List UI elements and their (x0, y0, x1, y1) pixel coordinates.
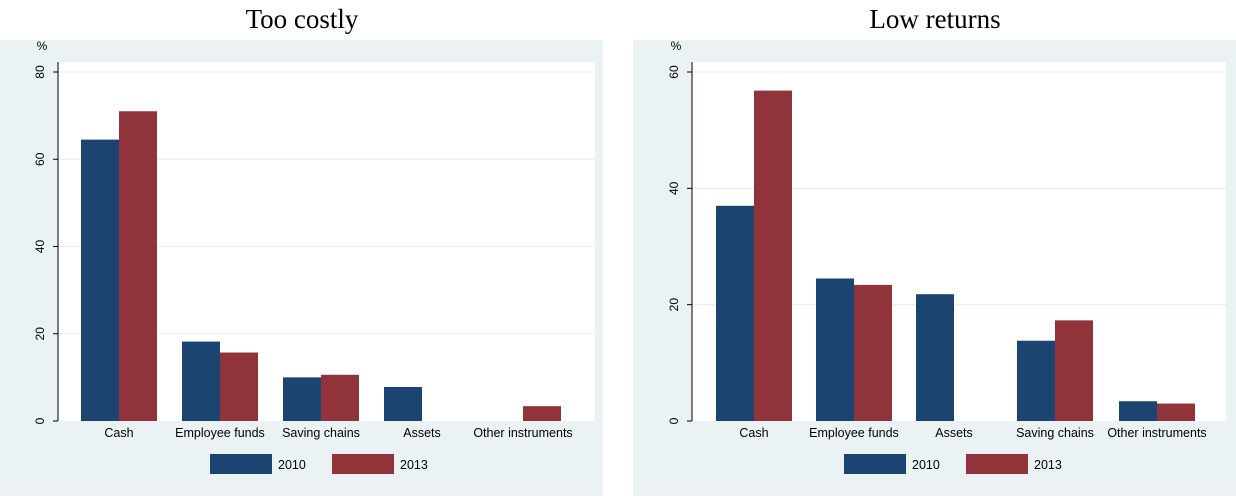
legend-swatch-2013 (332, 454, 394, 474)
legend-label: 2013 (1034, 458, 1062, 472)
legend: 2010 2013 (844, 454, 1062, 474)
x-category-label: Saving chains (1016, 426, 1094, 440)
bar-2010-other-instruments (1119, 401, 1157, 421)
bar-2010-cash (81, 139, 119, 421)
bar-2010-employee-funds (182, 341, 220, 421)
bar-2013-saving-chains (321, 374, 359, 421)
x-category-label: Saving chains (282, 426, 360, 440)
y-tick-label: 40 (33, 240, 47, 254)
bar-2010-employee-funds (816, 278, 854, 421)
legend: 2010 2013 (210, 454, 428, 474)
y-tick-label: 60 (667, 65, 681, 79)
bar-2013-saving-chains (1055, 320, 1093, 421)
y-axis-label: % (37, 39, 48, 53)
x-category-label: Other instruments (473, 426, 572, 440)
y-tick-label: 60 (33, 152, 47, 166)
bar-2013-other-instruments (1157, 403, 1195, 421)
bar-2010-saving-chains (1017, 340, 1055, 421)
y-tick-label: 20 (667, 298, 681, 312)
chart-title: Low returns (869, 4, 1000, 34)
chart-panel-1: Too costly 0 20 40 60 80% Cash Employee funds Sa… (0, 4, 603, 496)
x-category-label: Cash (739, 426, 768, 440)
x-category-label: Assets (403, 426, 441, 440)
y-tick-label: 40 (667, 181, 681, 195)
legend-swatch-2013 (966, 454, 1028, 474)
bar-2010-saving-chains (283, 377, 321, 421)
bar-2013-employee-funds (220, 352, 258, 421)
bar-2013-employee-funds (854, 284, 892, 421)
y-tick-label: 80 (33, 65, 47, 79)
y-tick-label: 0 (33, 417, 47, 424)
chart-panel-2: Low returns 0 20 40 60% Cash Employee funds Ass… (633, 4, 1236, 496)
bar-2010-assets (384, 386, 422, 421)
x-category-label: Cash (104, 426, 133, 440)
legend-swatch-2010 (844, 454, 906, 474)
x-category-label: Other instruments (1107, 426, 1206, 440)
x-category-label: Employee funds (175, 426, 265, 440)
bar-2013-other-instruments (523, 406, 561, 421)
legend-label: 2010 (912, 458, 940, 472)
y-tick-label: 0 (667, 417, 681, 424)
bar-2010-cash (716, 205, 754, 421)
bar-2013-cash (754, 90, 792, 421)
legend-label: 2010 (278, 458, 306, 472)
bar-2013-cash (119, 111, 157, 421)
legend-label: 2013 (400, 458, 428, 472)
chart-title: Too costly (246, 4, 359, 34)
x-category-label: Assets (935, 426, 973, 440)
legend-swatch-2010 (210, 454, 272, 474)
bar-2010-assets (916, 294, 954, 421)
x-category-label: Employee funds (809, 426, 899, 440)
y-axis-label: % (671, 39, 682, 53)
y-tick-label: 20 (33, 327, 47, 341)
